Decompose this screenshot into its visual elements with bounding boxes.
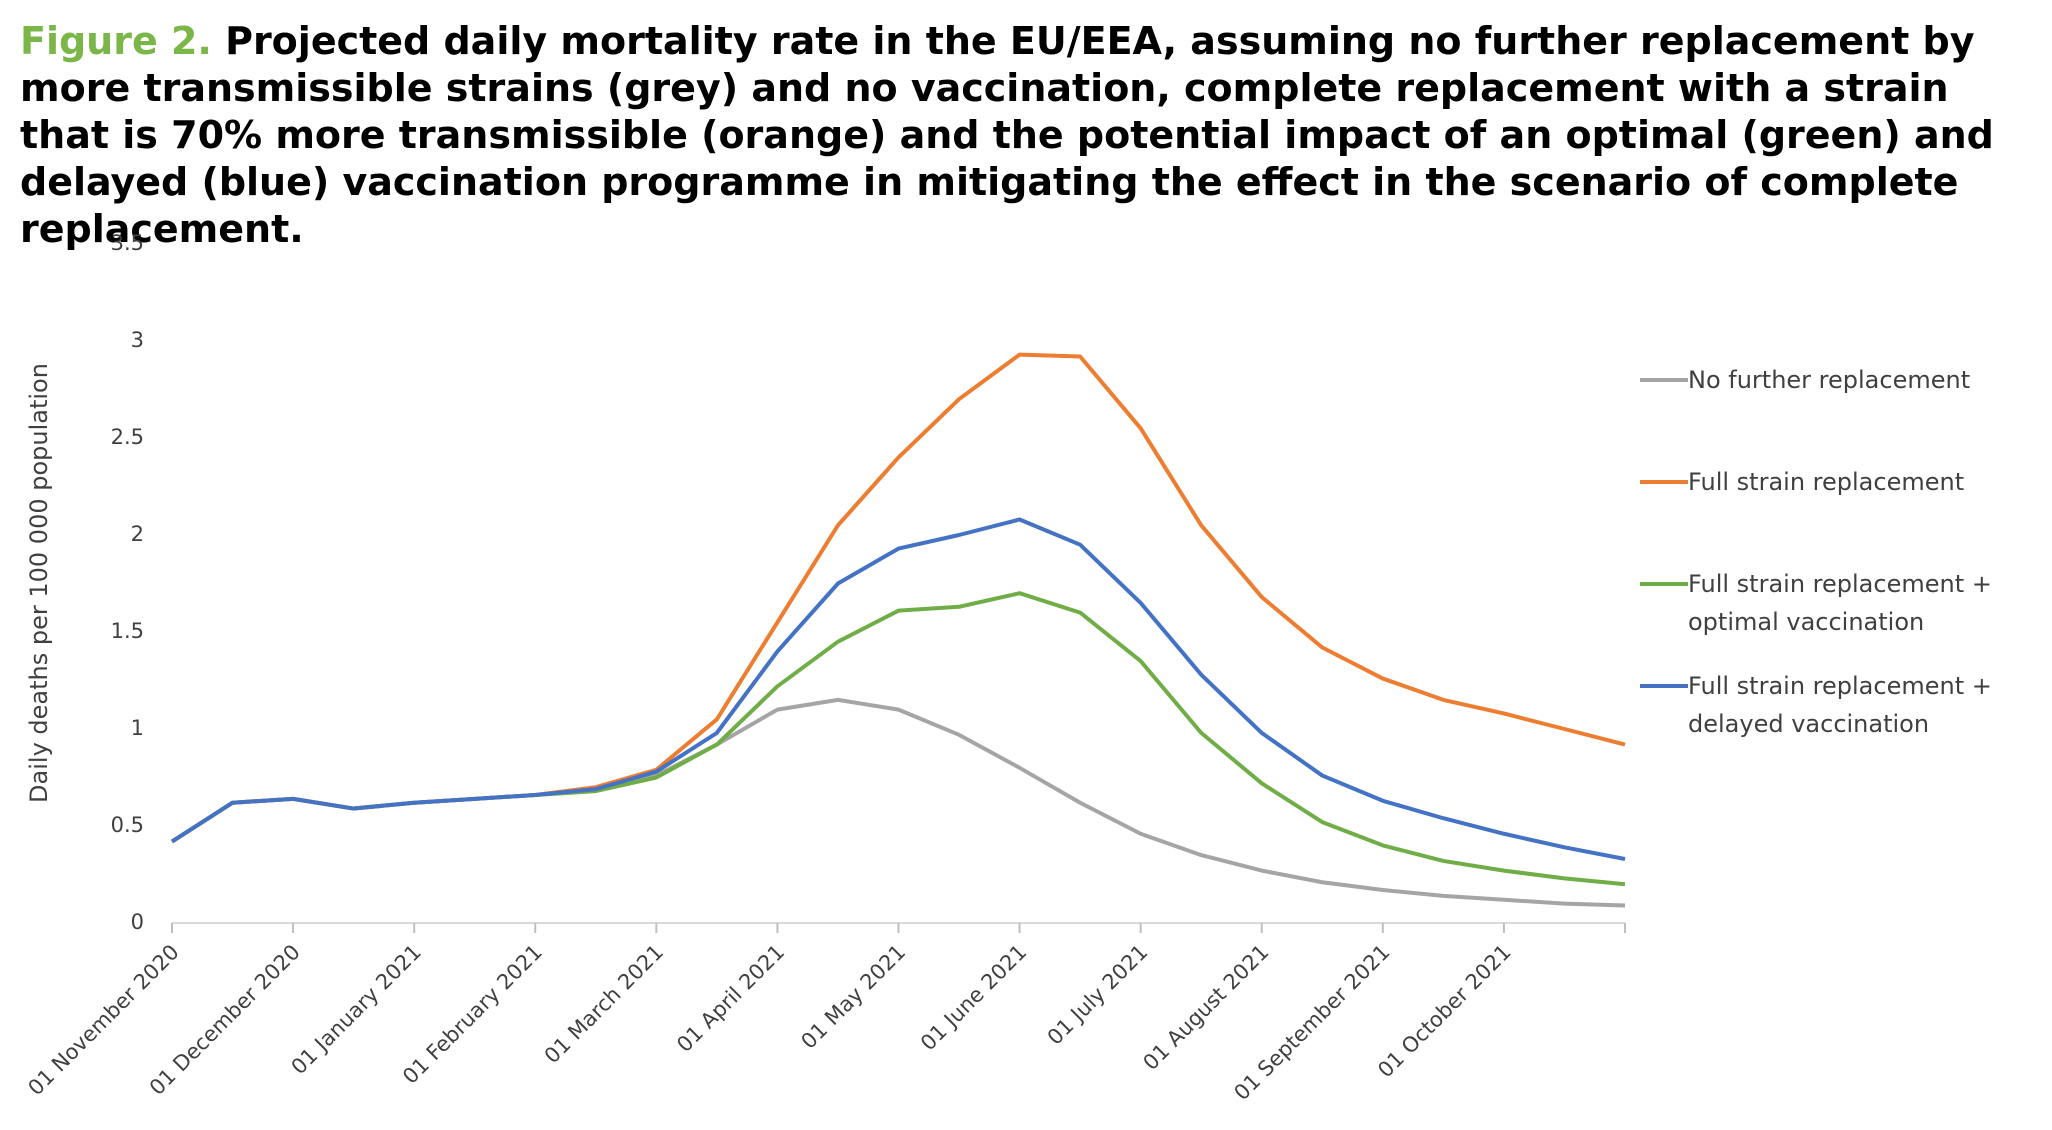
y-tick-label: 2.5 <box>111 425 144 449</box>
x-tick-label: 01 June 2021 <box>916 940 1031 1055</box>
y-tick-label: 1.5 <box>111 619 144 643</box>
x-tick-label: 01 July 2021 <box>1043 940 1153 1050</box>
x-tick-label: 01 March 2021 <box>540 940 668 1068</box>
x-tick-label: 01 January 2021 <box>287 940 426 1079</box>
legend-swatch <box>1640 480 1688 484</box>
y-axis-label: Daily deaths per 100 000 population <box>25 363 53 803</box>
x-tick-label: 01 May 2021 <box>796 940 910 1054</box>
y-tick-label: 3.5 <box>111 231 144 255</box>
y-tick-label: 0.5 <box>111 813 144 837</box>
chart-title: Figure 2. Projected daily mortality rate… <box>20 18 2010 253</box>
series-line <box>170 517 1626 861</box>
y-tick-label: 3 <box>131 328 144 352</box>
legend-label: Full strain replacement + optimal vaccin… <box>1688 570 1992 636</box>
series-line <box>170 352 1626 844</box>
series-line <box>170 591 1626 887</box>
y-tick-label: 1 <box>131 716 144 740</box>
legend-label: No further replacement <box>1688 366 1971 394</box>
legend-swatch <box>1640 684 1688 688</box>
y-tick-label: 0 <box>131 910 144 934</box>
x-tick-label: 01 August 2021 <box>1138 940 1273 1075</box>
x-tick-label: 01 April 2021 <box>672 940 789 1057</box>
legend-label: Full strain replacement <box>1688 468 1965 496</box>
x-tick-label: 01 October 2021 <box>1373 940 1516 1083</box>
legend-label: Full strain replacement + delayed vaccin… <box>1688 672 1992 738</box>
legend-swatch <box>1640 582 1688 586</box>
series-line <box>170 697 1626 908</box>
figure-label: Figure 2. <box>20 19 212 63</box>
title-text: Projected daily mortality rate in the EU… <box>20 19 1994 251</box>
y-tick-label: 2 <box>131 522 144 546</box>
legend-swatch <box>1640 378 1688 382</box>
